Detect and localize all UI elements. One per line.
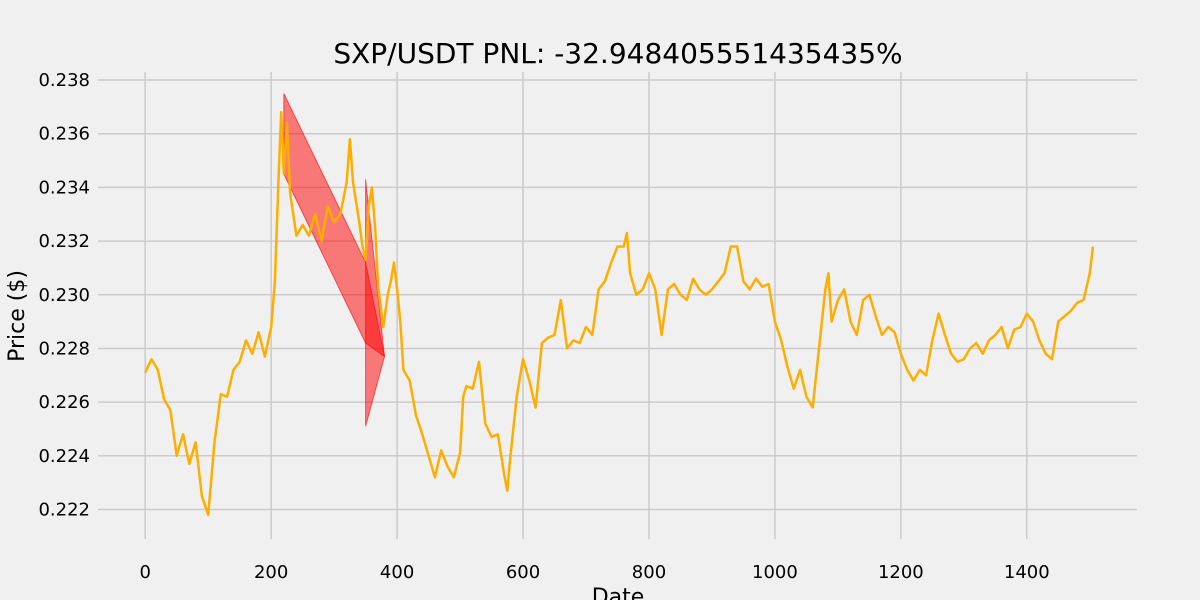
x-tick-label: 1200 [878, 562, 924, 583]
y-tick-label: 0.236 [38, 124, 90, 145]
chart-title: SXP/USDT PNL: -32.948405551435435% [333, 37, 902, 70]
y-tick-label: 0.232 [38, 231, 90, 252]
y-tick-label: 0.230 [38, 285, 90, 306]
y-axis-ticks: 0.222 0.224 0.226 0.228 0.230 0.232 0.234 0.236… [38, 70, 90, 520]
y-tick-label: 0.226 [38, 392, 90, 413]
x-axis-label: Date [592, 585, 645, 600]
y-tick-label: 0.224 [38, 446, 90, 467]
price-series [144, 111, 1095, 517]
x-tick-label: 1000 [752, 562, 798, 583]
x-axis-ticks: 0 200 400 600 800 1000 1200 1400 [140, 562, 1050, 583]
x-tick-label: 600 [506, 562, 540, 583]
x-tick-label: 400 [380, 562, 414, 583]
loss-shaded-region [365, 179, 386, 427]
x-tick-label: 800 [632, 562, 666, 583]
y-axis-label: Price ($) [5, 270, 30, 362]
y-tick-label: 0.228 [38, 338, 90, 359]
y-tick-label: 0.238 [38, 70, 90, 91]
y-tick-label: 0.234 [38, 177, 90, 198]
x-tick-label: 0 [140, 562, 151, 583]
x-tick-label: 1400 [1004, 562, 1050, 583]
y-tick-label: 0.222 [38, 499, 90, 520]
x-tick-label: 200 [254, 562, 288, 583]
grid-lines [98, 72, 1137, 539]
price-line [144, 111, 1095, 517]
